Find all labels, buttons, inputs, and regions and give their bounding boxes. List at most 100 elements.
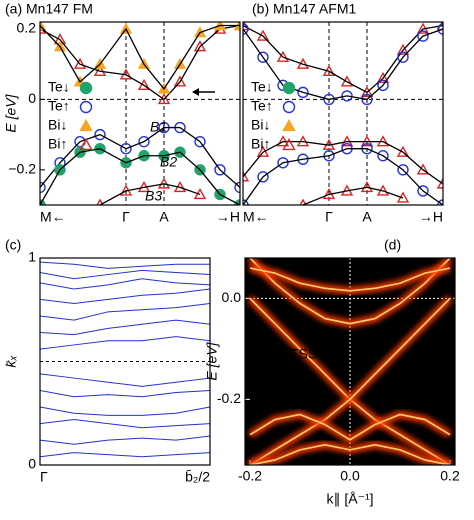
plot-frame — [39, 21, 241, 206]
marker — [214, 164, 226, 176]
annotation: B3 — [145, 188, 162, 204]
data-layer — [40, 261, 210, 458]
band — [40, 269, 210, 280]
band — [243, 141, 443, 185]
marker — [377, 79, 389, 92]
marker — [282, 138, 296, 151]
annotation: TSS — [290, 346, 317, 362]
y-axis-label: E [eV] — [3, 93, 19, 132]
y-tick-label: 0 — [28, 90, 36, 106]
marker — [276, 50, 290, 62]
marker — [323, 150, 335, 162]
x-tick-label: Γ — [122, 209, 130, 225]
marker — [257, 171, 269, 183]
panel-title: (b) Mn147 AFM1 — [252, 1, 356, 17]
marker — [417, 30, 429, 42]
y-tick-label: -0.2 — [217, 390, 241, 406]
x-axis-label: k∥ [Å⁻¹] — [326, 491, 373, 507]
marker — [282, 81, 296, 95]
plot-frame — [244, 257, 456, 466]
marker — [436, 177, 443, 189]
marker — [397, 164, 409, 176]
marker — [361, 93, 373, 106]
x-tick-label: A — [362, 209, 372, 225]
marker — [282, 119, 296, 132]
marker — [120, 142, 132, 155]
marker — [257, 51, 269, 63]
marker — [173, 75, 187, 87]
band — [249, 267, 451, 292]
band — [40, 126, 240, 188]
band — [40, 278, 210, 290]
x-tick-label: A — [159, 209, 169, 225]
band — [40, 418, 210, 429]
panel-title: (d) — [384, 237, 401, 253]
x-tick-label: -0.2 — [238, 468, 262, 484]
band — [40, 452, 210, 458]
marker — [193, 40, 207, 52]
plot-frame — [39, 257, 211, 466]
band — [40, 303, 210, 321]
band — [249, 258, 451, 325]
legend-label: Bi↑ — [251, 136, 270, 152]
marker — [297, 86, 309, 99]
legend-label: Te↑ — [48, 98, 70, 114]
marker — [341, 90, 353, 102]
legend-label: Te↓ — [251, 79, 273, 95]
marker — [340, 75, 354, 87]
plot-frame — [242, 21, 444, 206]
annotation: B1 — [150, 119, 167, 135]
band — [40, 261, 210, 269]
x-tick-label: Γ — [40, 469, 48, 485]
data-layer — [247, 258, 453, 465]
marker — [73, 57, 87, 69]
marker — [79, 81, 93, 95]
marker — [79, 100, 93, 114]
band — [243, 28, 443, 101]
marker — [397, 51, 409, 63]
marker — [277, 157, 289, 169]
marker — [396, 43, 410, 55]
marker — [282, 100, 296, 114]
x-tick-label: →H — [216, 209, 240, 225]
panel: (a) Mn147 FM E [eV] 0.2 0 −0.2 M← Γ A →H Te↓ Te↑ Bi… — [3, 1, 241, 225]
panel: (d) E [eV] k∥ [Å⁻¹] 0.0 -0.2 -0.2 0.0 0.2 TSS — [204, 237, 460, 507]
band — [243, 24, 443, 94]
legend-label: Bi↑ — [48, 136, 67, 152]
data-layer — [40, 22, 240, 205]
panel: (b) Mn147 AFM1 M← Γ A →H Te↓ Te↑ Bi↓ Bi↑ — [242, 1, 444, 225]
marker — [416, 163, 430, 175]
band — [249, 297, 451, 465]
marker — [376, 71, 390, 84]
x-tick-label: →H — [419, 209, 443, 225]
band — [40, 406, 210, 416]
legend-label: Bi↓ — [48, 117, 67, 133]
band — [40, 373, 210, 387]
marker — [360, 85, 374, 98]
band — [302, 186, 404, 205]
y-tick-label: 0 — [28, 456, 36, 472]
marker — [79, 119, 93, 132]
x-tick-label: M← — [243, 209, 269, 225]
y-tick-label: 1 — [28, 249, 36, 265]
band — [40, 148, 240, 205]
marker — [323, 93, 335, 106]
band — [249, 413, 451, 441]
panel-title: (a) Mn147 FM — [5, 1, 93, 17]
marker — [138, 135, 150, 148]
marker — [137, 78, 151, 91]
marker — [157, 92, 171, 105]
band — [40, 435, 210, 445]
data-layer — [243, 22, 443, 205]
legend-label: Bi↓ — [251, 117, 270, 133]
y-tick-label: −0.2 — [8, 161, 36, 177]
band — [40, 319, 210, 336]
marker — [417, 185, 429, 197]
band — [40, 336, 210, 350]
x-tick-label: 0.0 — [340, 468, 360, 484]
marker — [194, 135, 206, 148]
legend-label: Te↓ — [48, 79, 70, 95]
marker — [94, 128, 106, 141]
band — [40, 288, 210, 305]
